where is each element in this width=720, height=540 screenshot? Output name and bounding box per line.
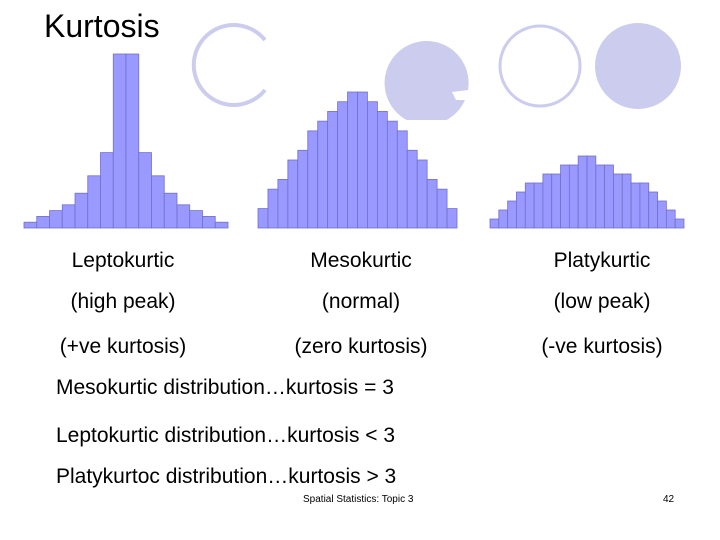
deco-circle-filled bbox=[384, 41, 469, 120]
histogram-bar bbox=[112, 53, 127, 229]
histogram-bar bbox=[542, 173, 553, 229]
histogram-bar bbox=[665, 209, 676, 229]
histogram-bar bbox=[648, 191, 658, 229]
histogram-bar bbox=[202, 215, 216, 229]
histogram-bar bbox=[639, 182, 650, 229]
leptokurtic-kurtosis: (+ve kurtosis) bbox=[59, 335, 187, 358]
deco-circle-open-1 bbox=[191, 23, 267, 107]
platykurtic-label: Platykurtic bbox=[553, 249, 651, 272]
histogram-bar bbox=[560, 164, 570, 229]
statement-leptokurtic: Leptokurtic distribution…kurtosis < 3 bbox=[56, 424, 396, 447]
platykurtic-kurtosis: (-ve kurtosis) bbox=[541, 335, 663, 358]
histogram-bar bbox=[347, 91, 358, 229]
histogram-bar bbox=[138, 152, 152, 229]
histogram-bar bbox=[524, 182, 535, 229]
histogram-bar bbox=[498, 209, 509, 229]
histogram-bar bbox=[61, 204, 76, 229]
histogram-bar bbox=[426, 179, 438, 229]
histogram-bar bbox=[36, 215, 50, 229]
histogram-bar bbox=[586, 155, 597, 229]
histogram-bar bbox=[287, 159, 299, 229]
mesokurtic-label: Mesokurtic bbox=[310, 249, 412, 272]
histogram-bar bbox=[604, 164, 614, 229]
histogram-bar bbox=[446, 208, 458, 229]
histogram-bar bbox=[621, 173, 632, 229]
page-number: 42 bbox=[663, 494, 675, 505]
histogram-bar bbox=[74, 192, 89, 229]
histogram-bar bbox=[595, 164, 606, 229]
platykurtic-desc: (low peak) bbox=[553, 290, 651, 313]
histogram-bar bbox=[613, 173, 623, 229]
leptokurtic-desc: (high peak) bbox=[70, 290, 176, 313]
histogram-bar bbox=[297, 149, 309, 229]
leptokurtic-label: Leptokurtic bbox=[71, 249, 175, 272]
histogram-bar bbox=[163, 192, 178, 229]
mesokurtic-desc: (normal) bbox=[321, 290, 401, 313]
statement-platykurtic: Platykurtoc distribution…kurtosis > 3 bbox=[56, 465, 397, 488]
histogram-bar bbox=[568, 164, 579, 229]
histogram-bar bbox=[551, 173, 561, 229]
histograms bbox=[23, 53, 685, 229]
histogram-bar bbox=[87, 175, 101, 229]
histogram-leptokurtic bbox=[23, 53, 229, 229]
histogram-bar bbox=[277, 179, 289, 229]
histogram-bar bbox=[257, 208, 269, 229]
histogram-bar bbox=[674, 218, 685, 229]
statement-mesokurtic: Mesokurtic distribution…kurtosis = 3 bbox=[56, 376, 394, 399]
histogram-bar bbox=[533, 182, 544, 229]
histogram-bar bbox=[507, 200, 517, 229]
histogram-bar bbox=[436, 188, 448, 229]
histogram-bar bbox=[23, 221, 38, 229]
histogram-bar bbox=[307, 130, 319, 229]
histogram-bar bbox=[367, 101, 378, 229]
decorative-circles bbox=[191, 23, 681, 120]
deco-circle-filled-2 bbox=[595, 23, 681, 109]
histogram-bar bbox=[630, 182, 641, 229]
histogram-bar bbox=[189, 210, 203, 229]
mesokurtic-kurtosis: (zero kurtosis) bbox=[294, 335, 428, 358]
deco-circle-open-2 bbox=[498, 24, 582, 108]
histogram-bar bbox=[376, 111, 388, 229]
histogram-bar bbox=[657, 200, 667, 229]
histogram-bar bbox=[317, 120, 329, 229]
histogram-bar bbox=[386, 120, 398, 229]
footer-text: Spatial Statistics: Topic 3 bbox=[303, 494, 414, 505]
histogram-bar bbox=[49, 210, 63, 229]
histogram-bar bbox=[489, 218, 500, 229]
histogram-bar bbox=[267, 188, 279, 229]
histogram-bar bbox=[214, 221, 229, 229]
histogram-bar bbox=[406, 149, 418, 229]
histogram-bar bbox=[357, 91, 368, 229]
histogram-bar bbox=[516, 191, 526, 229]
histogram-bar bbox=[151, 175, 165, 229]
histogram-bar bbox=[327, 111, 338, 229]
histogram-mesokurtic bbox=[257, 91, 458, 229]
slide-title: Kurtosis bbox=[44, 8, 160, 44]
histogram-platykurtic bbox=[489, 155, 685, 229]
histogram-bar bbox=[416, 159, 428, 229]
histogram-bar bbox=[176, 204, 191, 229]
histogram-bar bbox=[125, 53, 140, 229]
histogram-bar bbox=[577, 155, 588, 229]
histogram-bar bbox=[396, 130, 408, 229]
histogram-bar bbox=[100, 152, 114, 229]
histogram-bar bbox=[337, 101, 348, 229]
